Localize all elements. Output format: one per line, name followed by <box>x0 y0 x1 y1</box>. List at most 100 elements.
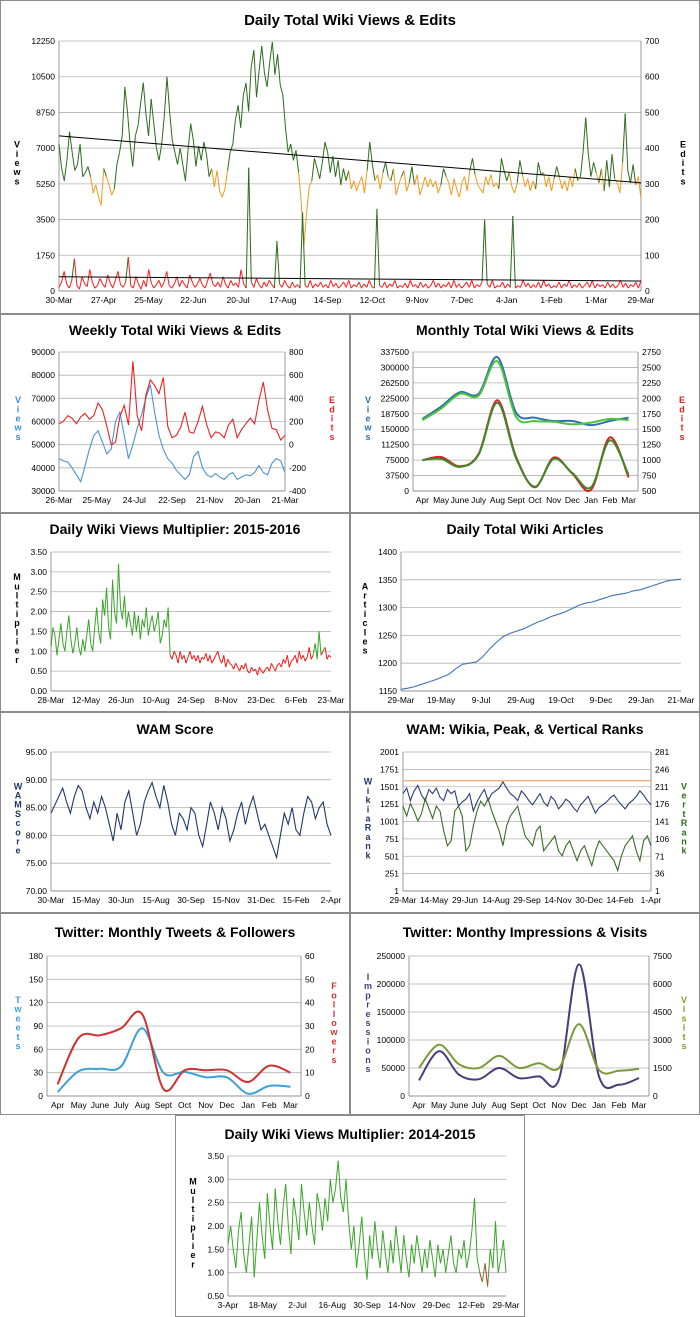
y-axis-title-letter: r <box>16 837 20 847</box>
series-segment <box>519 160 523 175</box>
series-segment <box>577 176 581 182</box>
y-axis-title-letter: i <box>17 404 20 414</box>
series-segment <box>308 180 313 188</box>
x-tick-label: Apr <box>412 1100 425 1110</box>
x-tick-label: Dec <box>219 1100 235 1110</box>
series-segment <box>366 280 370 288</box>
y2-axis-title-letter: V <box>681 995 687 1005</box>
y-tick-label: 75000 <box>385 455 409 465</box>
y-tick-label: 225000 <box>381 393 410 403</box>
series-segment <box>571 284 575 289</box>
series-segment <box>88 619 92 644</box>
series-segment <box>109 282 114 289</box>
series-segment <box>187 651 191 658</box>
series-segment <box>437 184 442 194</box>
series-segment <box>243 663 247 670</box>
y-axis-title-letter: t <box>16 600 19 610</box>
series-segment <box>430 280 434 286</box>
series-segment <box>535 162 539 190</box>
series-segment <box>632 164 637 185</box>
series-segment <box>450 1235 455 1264</box>
series-segment <box>103 168 107 177</box>
series-segment <box>493 182 497 188</box>
y2-axis-title-letter: l <box>333 1000 336 1010</box>
chart-title: Daily Wiki Views Multiplier: 2014-2015 <box>225 1126 476 1142</box>
series-segment <box>287 1225 292 1255</box>
series-segment <box>502 1239 507 1273</box>
series-segment <box>579 282 583 289</box>
series-segment <box>461 176 466 184</box>
x-tick-label: 1-Apr <box>641 895 662 905</box>
series-segment <box>58 623 62 640</box>
series-segment <box>291 281 296 288</box>
x-tick-label: 15-May <box>72 895 101 905</box>
x-tick-label: 9-Nov <box>406 295 429 305</box>
x-tick-label: 21-Nov <box>196 495 224 505</box>
y2-axis-title-letter: i <box>683 1023 686 1033</box>
y-tick-label: 7000 <box>36 143 55 153</box>
series-segment <box>295 1216 300 1241</box>
series-segment <box>237 1211 242 1231</box>
series-segment <box>338 285 342 289</box>
series-segment <box>484 1263 489 1287</box>
y-axis-title-letter: p <box>365 990 371 1000</box>
series-segment <box>411 166 416 185</box>
series-segment <box>266 280 270 287</box>
series-segment <box>316 168 321 179</box>
series-segment <box>224 170 229 190</box>
series-segment <box>471 1197 476 1231</box>
series-segment <box>381 281 386 288</box>
series-segment <box>114 271 119 281</box>
series-segment <box>258 1202 263 1236</box>
series-segment <box>350 284 355 289</box>
y-axis-title-letter: V <box>365 395 371 405</box>
series-segment <box>579 152 584 177</box>
series-segment <box>461 285 465 289</box>
series-segment <box>173 651 177 656</box>
y-tick-label: 0.00 <box>30 686 47 696</box>
series-segment <box>514 182 518 194</box>
y2-tick-label: 1500 <box>642 424 661 434</box>
y-tick-label: 37500 <box>385 471 409 481</box>
y-axis-title-letter: s <box>365 1027 370 1037</box>
y-tick-label: 337500 <box>381 347 410 357</box>
y-tick-label: 90000 <box>31 347 55 357</box>
series-segment <box>240 1211 245 1255</box>
series-segment <box>599 284 603 288</box>
y2-tick-label: 2000 <box>642 393 661 403</box>
y-tick-label: 0.50 <box>207 1291 224 1301</box>
series-segment <box>485 176 489 186</box>
series-segment <box>133 611 137 632</box>
series-segment <box>363 283 368 288</box>
series-segment <box>489 1249 494 1269</box>
panel-twitter-tweets-followers: Twitter: Monthly Tweets & Followers 0 30 60… <box>0 913 350 1115</box>
series-segment <box>422 283 427 288</box>
series-segment <box>329 1179 334 1203</box>
series-segment <box>111 188 115 196</box>
series-segment <box>298 651 302 660</box>
series-segment <box>312 643 316 656</box>
series-segment <box>348 170 352 190</box>
series-segment <box>522 174 526 188</box>
series-segment <box>298 172 302 204</box>
series-segment <box>121 595 125 620</box>
y-axis-title-letter: i <box>367 804 370 814</box>
y2-tick-label: 50 <box>305 974 315 984</box>
series-segment <box>417 281 421 289</box>
series-segment <box>356 1244 360 1269</box>
x-tick-label: 29-Aug <box>507 695 535 705</box>
series-segment <box>329 156 334 173</box>
y2-axis-title-letter: i <box>682 158 685 168</box>
chart-title: Daily Total Wiki Articles <box>446 521 603 537</box>
series-segment <box>137 103 142 126</box>
series-segment <box>63 271 68 284</box>
x-tick-label: 29-Mar <box>390 895 417 905</box>
y-tick-label: 2.00 <box>30 607 47 617</box>
series-segment <box>407 280 411 289</box>
series-segment <box>107 274 111 284</box>
series-segment <box>327 152 331 173</box>
y2-tick-label: 20 <box>305 1044 315 1054</box>
y-tick-label: 2.00 <box>207 1221 224 1231</box>
series-segment <box>213 170 218 187</box>
x-tick-label: 20-Jan <box>234 495 260 505</box>
